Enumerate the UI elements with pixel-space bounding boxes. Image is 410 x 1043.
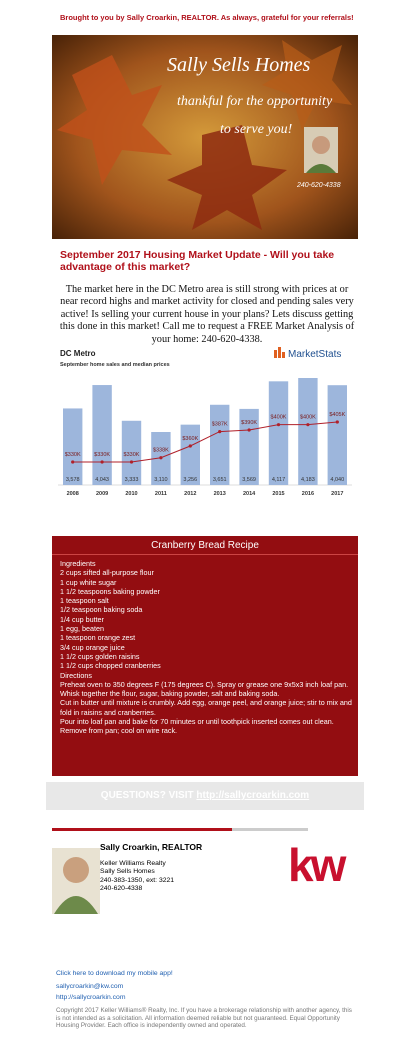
recipe-line: 1 teaspoon orange zest bbox=[60, 633, 136, 643]
bar-label: 3,578 bbox=[66, 477, 80, 483]
bar bbox=[209, 404, 230, 485]
hero-phone: 240-620-4338 bbox=[296, 182, 341, 189]
price-point bbox=[159, 456, 163, 460]
price-point bbox=[100, 460, 104, 464]
bar-label: 3,256 bbox=[183, 477, 197, 483]
price-label: $400K bbox=[300, 415, 316, 421]
price-label: $338K bbox=[153, 448, 169, 454]
recipe-line: 1/2 teaspoon baking soda bbox=[60, 605, 143, 615]
bar-label: 3,110 bbox=[154, 477, 167, 483]
price-point bbox=[247, 428, 251, 432]
recipe-line: 1 1/2 cups golden raisins bbox=[60, 651, 140, 661]
price-label: $330K bbox=[124, 452, 140, 458]
hero-title: Sally Sells Homes bbox=[167, 54, 311, 76]
bar-label: 3,569 bbox=[242, 477, 256, 483]
recipe-line: Preheat oven to 350 degrees F (175 degre… bbox=[60, 679, 349, 689]
bar bbox=[62, 408, 83, 485]
chart-title: DC Metro bbox=[60, 349, 96, 358]
bar-label: 4,183 bbox=[301, 477, 315, 483]
signature-line: 240-383-1350, ext: 3221 bbox=[100, 876, 175, 884]
article-body: The market here in the DC Metro area is … bbox=[59, 284, 355, 345]
price-label: $387K bbox=[212, 422, 228, 428]
hero-line: thankful for the opportunity bbox=[177, 94, 333, 109]
price-point bbox=[188, 444, 192, 448]
price-point bbox=[129, 460, 134, 464]
questions-link[interactable]: http://sallycroarkin.com bbox=[196, 790, 310, 801]
recipe-line: 1/4 cup butter bbox=[60, 614, 104, 624]
x-tick-label: 2008 bbox=[67, 491, 79, 497]
kw-logo: kw bbox=[288, 839, 346, 891]
hero-banner: Sally Sells Homes thankful for the oppor… bbox=[52, 35, 358, 239]
recipe-line: 2 cups sifted all-purpose flour bbox=[60, 568, 154, 578]
price-label: $360K bbox=[182, 436, 198, 442]
app-link[interactable]: Click here to download my mobile app! bbox=[56, 970, 173, 977]
article-heading: September 2017 Housing Market Update - W… bbox=[60, 249, 335, 273]
signature-line: 240-620-4338 bbox=[100, 885, 143, 893]
price-point bbox=[71, 460, 75, 464]
chart-logo: MarketStats bbox=[288, 349, 341, 360]
price-label: $390K bbox=[241, 420, 257, 426]
bar bbox=[180, 424, 201, 485]
x-tick-label: 2009 bbox=[96, 491, 108, 497]
price-label: $330K bbox=[65, 452, 81, 458]
recipe-line: Pour into loaf pan and bake for 70 minut… bbox=[60, 717, 334, 736]
bar-label: 4,043 bbox=[95, 477, 109, 483]
bar-label: 3,333 bbox=[125, 477, 139, 483]
x-tick-label: 2010 bbox=[125, 491, 137, 497]
recipe-box: Cranberry Bread Recipe Ingredients 2 cups… bbox=[52, 536, 358, 776]
x-tick-label: 2012 bbox=[184, 491, 196, 497]
x-tick-label: 2014 bbox=[243, 491, 256, 497]
recipe-line: Ingredients bbox=[60, 559, 96, 568]
recipe-line: 3/4 cup orange juice bbox=[60, 642, 125, 652]
bar bbox=[239, 408, 259, 485]
email-link[interactable]: sallycroarkin@kw.com bbox=[56, 983, 124, 990]
signature-line: Sally Sells Homes bbox=[100, 868, 155, 876]
recipe-line: 1 1/2 cups chopped cranberries bbox=[60, 661, 161, 671]
recipe-line: Whisk together the flour, sugar, baking … bbox=[60, 689, 280, 699]
bar bbox=[92, 385, 112, 485]
copyright: Copyright 2017 Keller Williams® Realty, … bbox=[56, 1007, 352, 1030]
price-point bbox=[276, 423, 281, 427]
price-label: $400K bbox=[271, 415, 287, 421]
recipe-lines: Ingredients 2 cups sifted all-purpose flo… bbox=[52, 555, 358, 736]
price-point bbox=[218, 430, 222, 434]
recipe-line: 1 cup white sugar bbox=[60, 577, 117, 587]
x-tick-label: 2016 bbox=[302, 491, 314, 497]
recipe-line: Cut in butter until mixture is crumbly. … bbox=[60, 698, 352, 717]
bar bbox=[327, 385, 348, 485]
signature-name: Sally Croarkin, REALTOR bbox=[100, 842, 203, 852]
signature-line: Keller Williams Realty bbox=[100, 860, 166, 867]
chart-subtitle: September home sales and median prices bbox=[60, 362, 170, 368]
price-label: $405K bbox=[329, 412, 345, 418]
price-point bbox=[306, 423, 310, 427]
recipe-line: 1 egg, beaten bbox=[60, 624, 104, 634]
bar bbox=[121, 420, 142, 485]
bar bbox=[298, 378, 318, 485]
bar bbox=[268, 381, 289, 485]
x-tick-label: 2013 bbox=[214, 491, 226, 497]
recipe-line: 1 teaspoon salt bbox=[60, 596, 109, 606]
recipe-line: Directions bbox=[60, 670, 92, 680]
recipe-title: Cranberry Bread Recipe bbox=[52, 536, 358, 555]
bar-label: 4,117 bbox=[272, 477, 285, 483]
x-tick-label: 2011 bbox=[155, 491, 167, 497]
recipe-line: 1 1/2 teaspoons baking powder bbox=[60, 586, 160, 596]
tagline: Brought to you by Sally Croarkin, REALTO… bbox=[60, 13, 354, 22]
x-tick-label: 2017 bbox=[331, 491, 343, 497]
bar-label: 3,651 bbox=[213, 477, 227, 483]
site-link[interactable]: http://sallycroarkin.com bbox=[56, 994, 126, 1001]
signature-graphics bbox=[52, 828, 308, 914]
price-label: $330K bbox=[94, 452, 110, 458]
price-line bbox=[72, 421, 338, 463]
x-tick-label: 2015 bbox=[272, 491, 284, 497]
price-point bbox=[335, 420, 339, 424]
questions-banner: QUESTIONS? VISIT http://sallycroarkin.co… bbox=[46, 782, 364, 810]
questions-text: QUESTIONS? VISIT bbox=[100, 790, 194, 801]
hero-line: to serve you! bbox=[220, 122, 293, 137]
signature-details: Keller Williams Realty Sally Sells Homes 2… bbox=[100, 860, 174, 894]
bar-label: 4,040 bbox=[330, 477, 344, 483]
market-chart: DC Metro September home sales and median… bbox=[58, 347, 352, 497]
